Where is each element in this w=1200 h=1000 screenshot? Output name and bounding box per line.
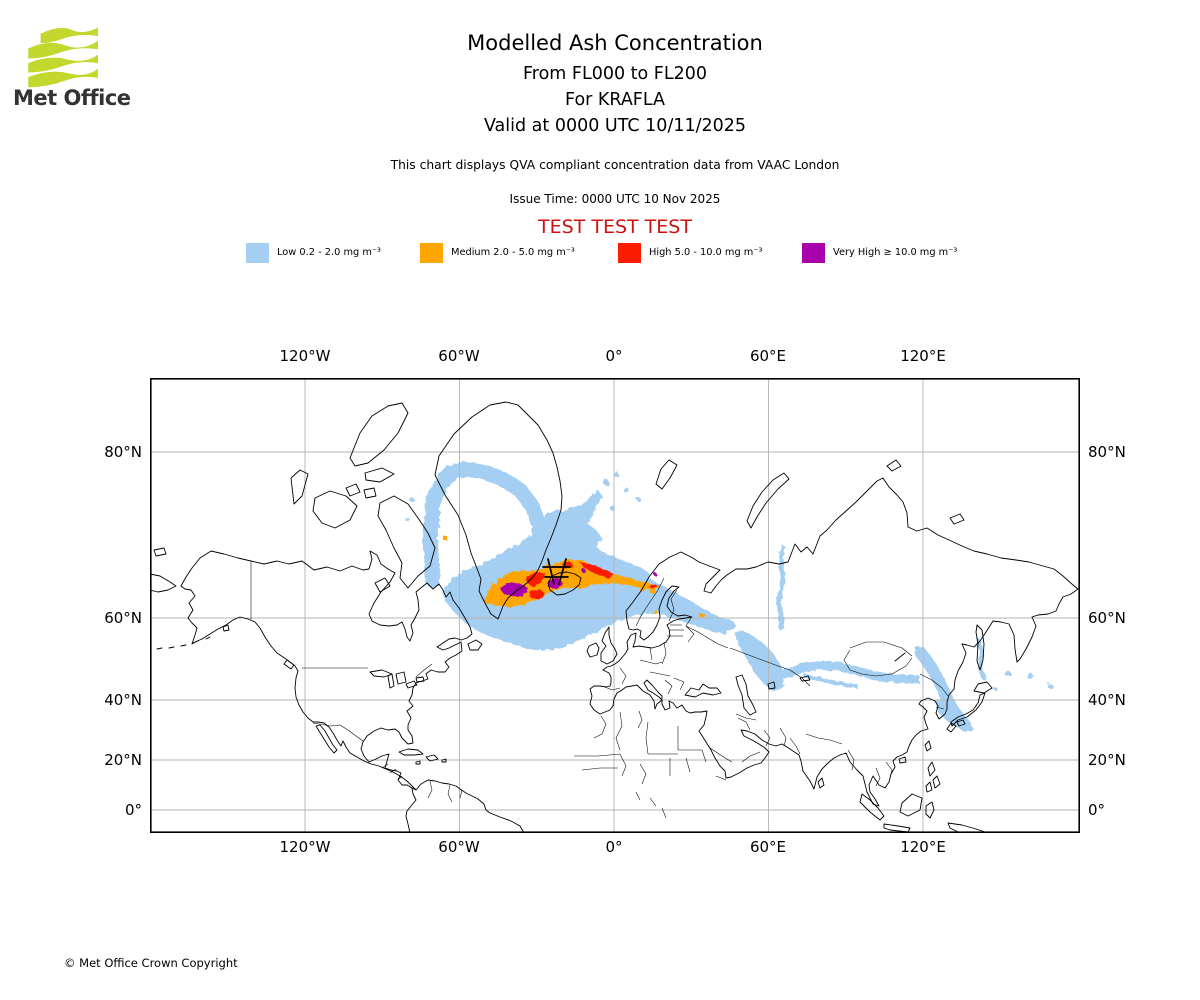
ytick-right-0: 0° bbox=[1088, 801, 1106, 819]
ytick-right-80n: 80°N bbox=[1088, 443, 1126, 461]
xtick-top-120e: 120°E bbox=[900, 347, 946, 365]
xtick-bottom-120w: 120°W bbox=[279, 838, 331, 856]
map-frame bbox=[150, 378, 1080, 833]
legend-swatch-very-high bbox=[802, 243, 825, 263]
qva-description: This chart displays QVA compliant concen… bbox=[390, 158, 840, 172]
ytick-right-40n: 40°N bbox=[1088, 691, 1126, 709]
ash-plume-very-high bbox=[500, 569, 657, 597]
ytick-left-20n: 20°N bbox=[104, 751, 142, 769]
legend-label-high: High 5.0 - 10.0 mg m⁻³ bbox=[649, 247, 763, 258]
met-office-logo-waves bbox=[28, 27, 98, 88]
legend-swatch-medium bbox=[420, 243, 443, 263]
legend-item-medium: Medium 2.0 - 5.0 mg m⁻³ bbox=[420, 243, 575, 263]
subtitle-volcano: For KRAFLA bbox=[565, 90, 665, 110]
xtick-bottom-120e: 120°E bbox=[900, 838, 946, 856]
ytick-left-80n: 80°N bbox=[104, 443, 142, 461]
subtitle-flight-levels: From FL000 to FL200 bbox=[522, 64, 708, 84]
ytick-left-60n: 60°N bbox=[104, 609, 142, 627]
ytick-right-20n: 20°N bbox=[1088, 751, 1126, 769]
met-office-logo-text: Met Office bbox=[13, 86, 131, 110]
xtick-top-60w: 60°W bbox=[438, 347, 480, 365]
volcano-marker-icon bbox=[542, 558, 571, 585]
ytick-left-0: 0° bbox=[124, 801, 142, 819]
legend-swatch-high bbox=[618, 243, 641, 263]
page-title: Modelled Ash Concentration bbox=[467, 31, 763, 55]
legend-label-very-high: Very High ≥ 10.0 mg m⁻³ bbox=[833, 247, 958, 258]
world-map bbox=[150, 378, 1080, 833]
copyright-notice: © Met Office Crown Copyright bbox=[64, 956, 238, 970]
xtick-top-120w: 120°W bbox=[279, 347, 331, 365]
legend-item-high: High 5.0 - 10.0 mg m⁻³ bbox=[618, 243, 762, 263]
legend-item-low: Low 0.2 - 2.0 mg m⁻³ bbox=[246, 243, 381, 263]
xtick-top-0: 0° bbox=[605, 347, 623, 365]
ash-plume-medium bbox=[443, 536, 705, 617]
issue-time: Issue Time: 0000 UTC 10 Nov 2025 bbox=[509, 192, 721, 206]
country-borders bbox=[250, 561, 949, 819]
legend-item-very-high: Very High ≥ 10.0 mg m⁻³ bbox=[802, 243, 957, 263]
ytick-right-60n: 60°N bbox=[1088, 609, 1126, 627]
ytick-left-40n: 40°N bbox=[104, 691, 142, 709]
xtick-bottom-60e: 60°E bbox=[749, 838, 787, 856]
legend-swatch-low bbox=[246, 243, 269, 263]
ash-plume-layers bbox=[406, 461, 1053, 732]
test-banner: TEST TEST TEST bbox=[538, 216, 692, 238]
graticule-gridlines bbox=[150, 378, 1080, 833]
xtick-bottom-60w: 60°W bbox=[438, 838, 480, 856]
legend-label-medium: Medium 2.0 - 5.0 mg m⁻³ bbox=[451, 247, 575, 258]
ash-plume-high bbox=[526, 562, 658, 599]
met-office-logo bbox=[14, 26, 106, 88]
xtick-top-60e: 60°E bbox=[749, 347, 787, 365]
legend-label-low: Low 0.2 - 2.0 mg m⁻³ bbox=[277, 247, 381, 258]
xtick-bottom-0: 0° bbox=[605, 838, 623, 856]
subtitle-valid-time: Valid at 0000 UTC 10/11/2025 bbox=[483, 116, 747, 136]
map-panel bbox=[150, 378, 1080, 833]
coastlines bbox=[150, 401, 1079, 833]
